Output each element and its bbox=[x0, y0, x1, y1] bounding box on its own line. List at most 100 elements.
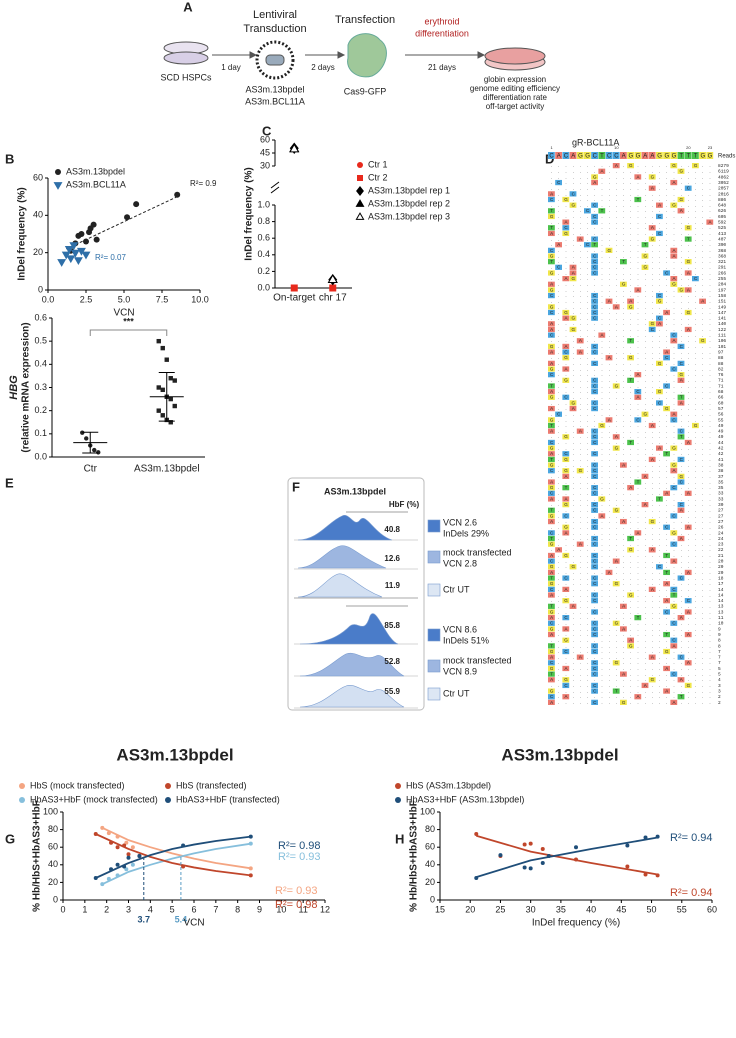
read-base: G bbox=[615, 508, 619, 513]
read-base: . bbox=[565, 688, 566, 693]
read-base: . bbox=[637, 186, 638, 191]
read-base: A bbox=[564, 220, 567, 225]
read-base: . bbox=[558, 626, 559, 631]
read-base: . bbox=[645, 270, 646, 275]
read-base: . bbox=[623, 344, 624, 349]
read-base: . bbox=[652, 417, 653, 422]
legend-label: HbS (AS3m.13bpdel) bbox=[406, 780, 491, 790]
read-base: . bbox=[587, 598, 588, 603]
read-base: . bbox=[601, 265, 602, 270]
point bbox=[100, 825, 105, 830]
mismatch-cell bbox=[591, 400, 598, 406]
mismatch-cell bbox=[598, 168, 606, 174]
mismatch-cell bbox=[591, 219, 598, 225]
ref-cell bbox=[634, 152, 642, 159]
mismatch-cell bbox=[634, 287, 642, 293]
read-base: . bbox=[652, 293, 653, 298]
read-base: . bbox=[580, 513, 581, 518]
read-base: . bbox=[616, 338, 617, 343]
read-base: . bbox=[580, 621, 581, 626]
ref-cell bbox=[562, 152, 570, 159]
read-base: . bbox=[659, 655, 660, 660]
read-base: . bbox=[637, 626, 638, 631]
mismatch-cell bbox=[620, 462, 627, 468]
legend-label: HbS (transfected) bbox=[176, 780, 247, 790]
error-bar bbox=[158, 371, 175, 422]
read-base: . bbox=[645, 203, 646, 208]
read-count: 26 bbox=[718, 525, 724, 531]
read-base: . bbox=[558, 253, 559, 258]
read-base: . bbox=[666, 214, 667, 219]
read-base: . bbox=[673, 598, 674, 603]
read-base: . bbox=[587, 327, 588, 332]
read-base: . bbox=[673, 270, 674, 275]
read-base: G bbox=[687, 259, 691, 264]
read-base: . bbox=[645, 485, 646, 490]
point bbox=[168, 376, 173, 381]
read-base: . bbox=[616, 491, 617, 496]
mismatch-cell bbox=[620, 281, 627, 287]
read-base: A bbox=[564, 276, 567, 281]
read-base: . bbox=[601, 485, 602, 490]
read-base: . bbox=[573, 502, 574, 507]
read-base: . bbox=[558, 304, 559, 309]
read-base: . bbox=[709, 316, 710, 321]
read-base: . bbox=[673, 208, 674, 213]
read-base: . bbox=[702, 276, 703, 281]
read-base: . bbox=[587, 282, 588, 287]
read-base: . bbox=[709, 677, 710, 682]
read-base: . bbox=[580, 508, 581, 513]
read-base: T bbox=[665, 632, 668, 637]
read-base: . bbox=[580, 197, 581, 202]
read-base: . bbox=[609, 519, 610, 524]
read-base: . bbox=[645, 677, 646, 682]
read-base: A bbox=[636, 395, 639, 400]
read-base: . bbox=[580, 440, 581, 445]
read-base: . bbox=[601, 655, 602, 660]
read-base: . bbox=[587, 270, 588, 275]
mismatch-cell bbox=[663, 631, 670, 638]
read-base: . bbox=[587, 338, 588, 343]
read-base: . bbox=[709, 259, 710, 264]
mismatch-cell bbox=[562, 552, 570, 559]
y-axis-label: % Hb/HbS+HbAS3+HbF bbox=[32, 800, 43, 912]
read-base: . bbox=[688, 575, 689, 580]
read-base: . bbox=[695, 530, 696, 535]
mismatch-cell bbox=[684, 225, 692, 231]
mismatch-cell bbox=[562, 309, 570, 316]
mismatch-cell bbox=[584, 208, 591, 214]
read-base: . bbox=[681, 559, 682, 564]
read-base: . bbox=[609, 446, 610, 451]
read-base: . bbox=[695, 609, 696, 614]
read-base: . bbox=[681, 299, 682, 304]
read-base: . bbox=[623, 299, 624, 304]
ref-base: C bbox=[614, 154, 619, 160]
read-base: . bbox=[673, 575, 674, 580]
read-base: . bbox=[637, 338, 638, 343]
read-base: . bbox=[623, 440, 624, 445]
read-base: . bbox=[652, 592, 653, 597]
point bbox=[181, 843, 186, 848]
read-base: . bbox=[573, 186, 574, 191]
read-base: . bbox=[659, 547, 660, 552]
read-base: . bbox=[673, 508, 674, 513]
read-base: . bbox=[637, 604, 638, 609]
point bbox=[122, 864, 127, 869]
mismatch-cell bbox=[548, 479, 555, 485]
read-base: . bbox=[659, 559, 660, 564]
read-base: . bbox=[702, 491, 703, 496]
read-base: . bbox=[616, 344, 617, 349]
read-base: T bbox=[680, 694, 683, 699]
read-base: . bbox=[573, 655, 574, 660]
read-base: . bbox=[695, 479, 696, 484]
read-base: . bbox=[688, 400, 689, 405]
read-base: . bbox=[652, 609, 653, 614]
read-base: . bbox=[709, 598, 710, 603]
read-base: . bbox=[558, 519, 559, 524]
read-base: . bbox=[616, 349, 617, 354]
read-base: . bbox=[565, 163, 566, 168]
read-base: . bbox=[616, 457, 617, 462]
read-base: . bbox=[666, 361, 667, 366]
mismatch-cell bbox=[548, 615, 555, 621]
ref-cell bbox=[620, 152, 627, 159]
